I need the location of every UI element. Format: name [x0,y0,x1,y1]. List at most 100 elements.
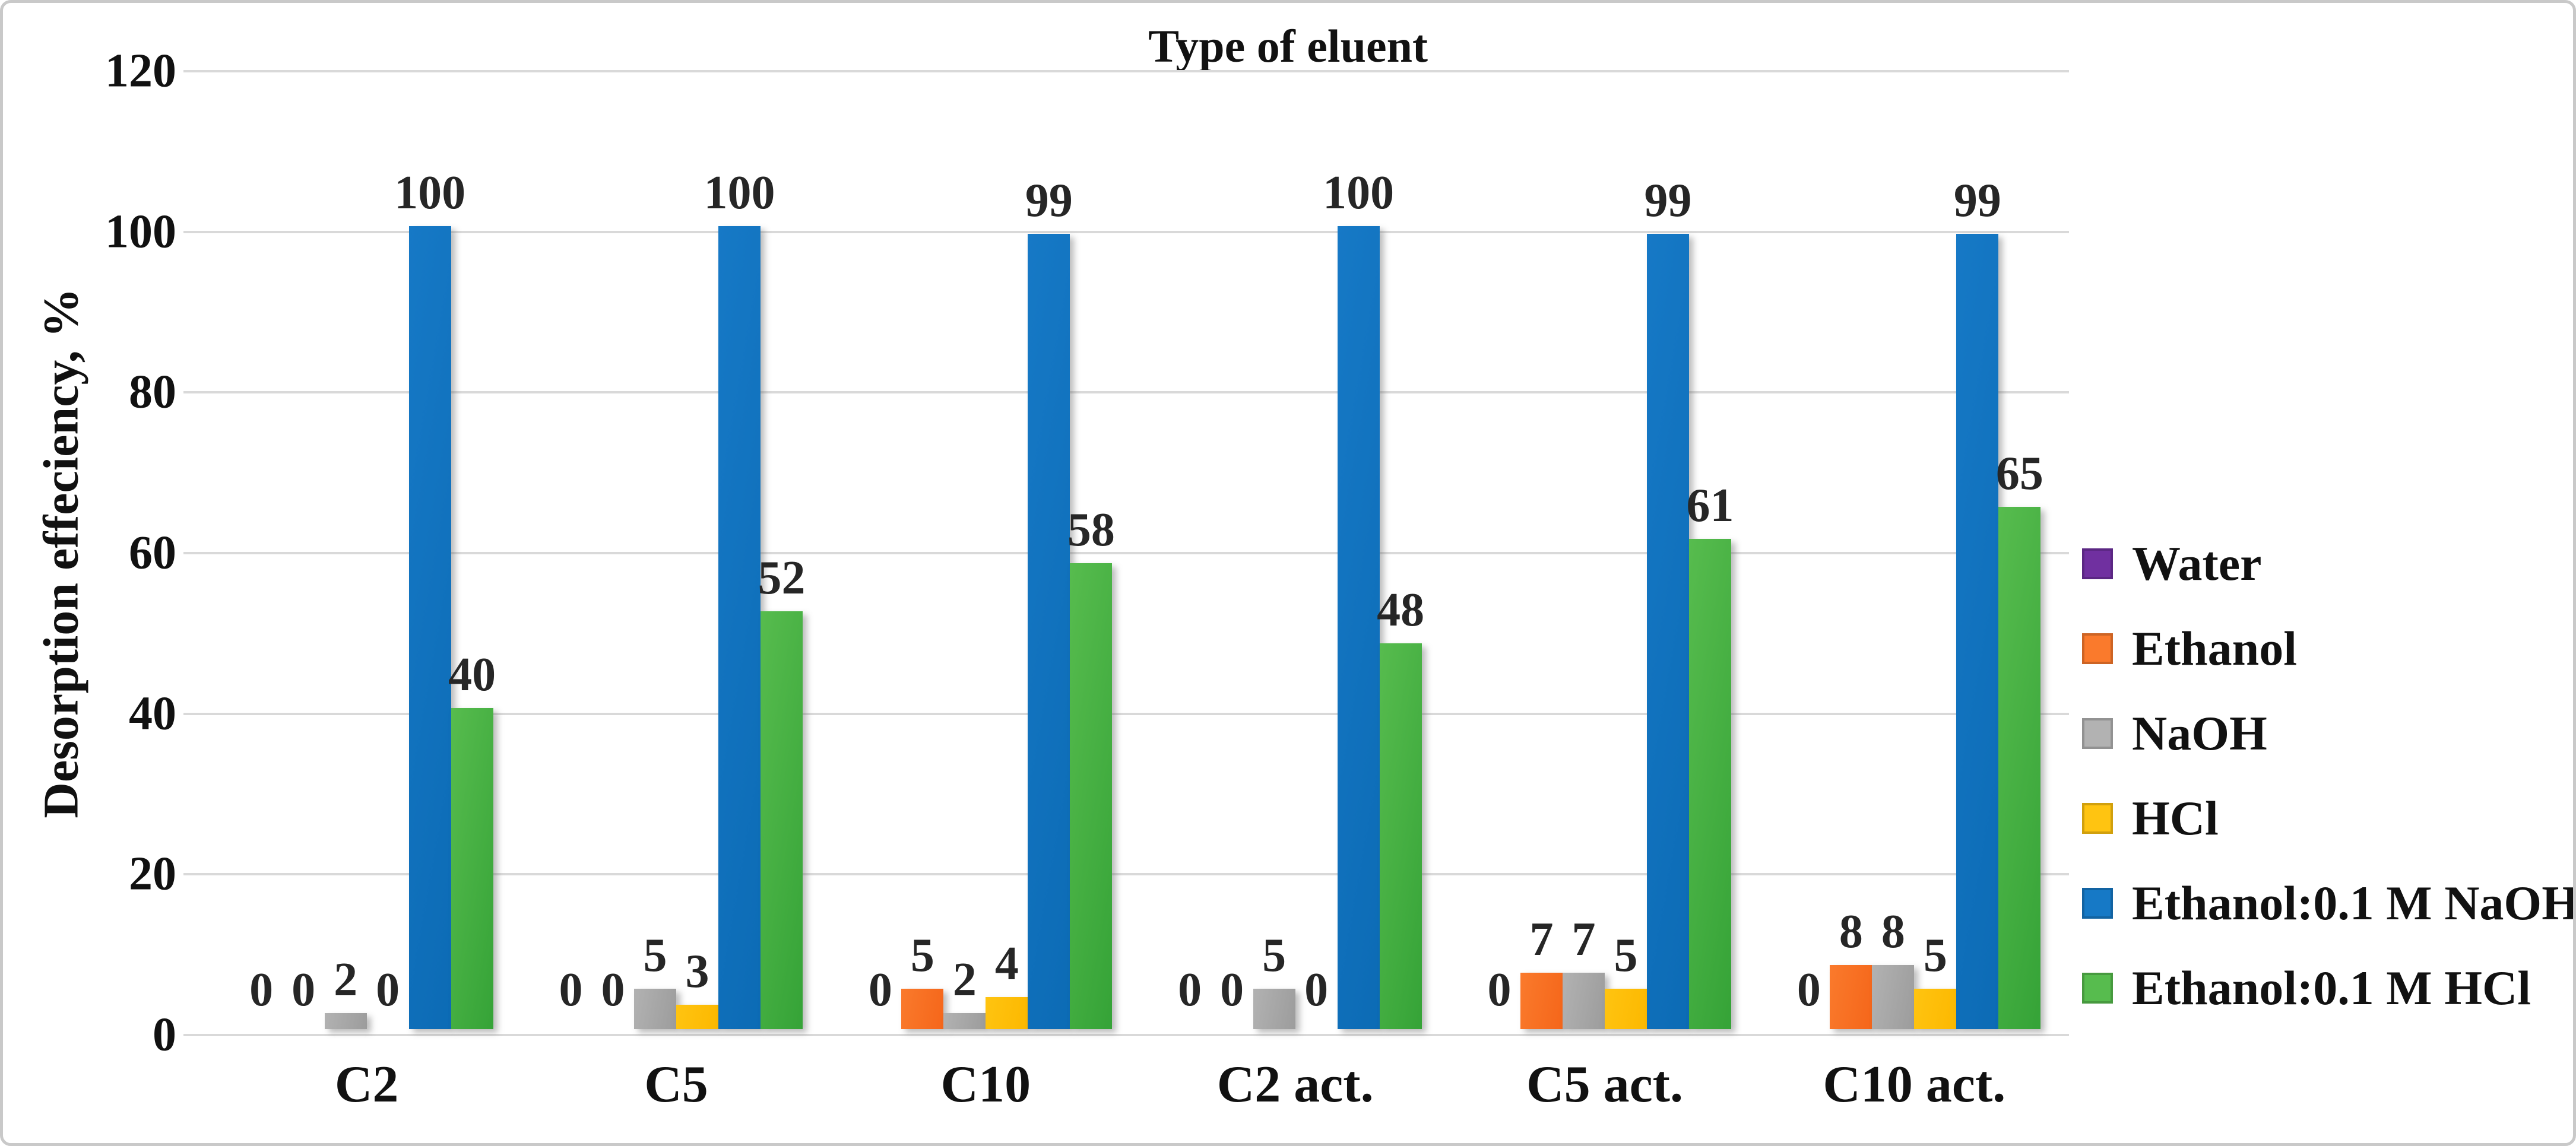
bar-slot-C2-Ethanol: 0 [283,65,325,1029]
bar-value-label: 40 [448,648,496,701]
bar [718,226,761,1029]
bar-value-label: 0 [1304,964,1329,1016]
bar-slot-C10 act.-NaOH: 8 [1872,65,1915,1029]
bar-value-label: 2 [334,953,358,1006]
bar [1956,234,1999,1029]
bar-slot-C2 act.-Ethanol: 0 [1211,65,1253,1029]
bar [986,996,1028,1029]
bar-value-label: 58 [1067,504,1115,557]
y-tick-label: 60 [129,526,176,579]
legend-label: Ethanol [2132,621,2297,675]
bar-slot-C10 act.-Water: 0 [1788,65,1830,1029]
bar-slot-C5-NaOH: 5 [634,65,676,1029]
bar-slot-C5 act.-Ethanol:0.1 M NaOH: 99 [1644,65,1692,1029]
bar-value-label: 99 [1644,174,1692,227]
bar-slot-C10 act.-HCl: 5 [1914,65,1957,1029]
category-label-C5 act.: C5 act. [1526,1056,1683,1113]
bar-value-label: 8 [1881,905,1905,958]
bar [1998,507,2041,1029]
y-tick-label: 80 [129,366,176,418]
y-tick-label: 0 [153,1008,176,1061]
bar [451,707,493,1029]
y-tick-mark [183,391,212,394]
bar-slot-C2 act.-HCl: 0 [1295,65,1338,1029]
bar-value-label: 4 [994,937,1019,990]
legend-item-Water: Water [2082,539,2262,588]
category-label-C2: C2 [334,1056,399,1113]
bar-value-label: 65 [1995,447,2043,500]
bar-value-label: 0 [249,964,274,1016]
category-label-C5: C5 [644,1056,708,1113]
bar [1028,234,1070,1029]
bar-slot-C5 act.-Ethanol:0.1 M HCl: 61 [1686,65,1734,1029]
bar-slot-C5 act.-Ethanol: 7 [1520,65,1563,1029]
bar [1253,989,1295,1029]
bar [1379,643,1422,1029]
bar-value-label: 8 [1839,905,1863,958]
y-tick-label: 100 [105,205,176,258]
bar-slot-C5-HCl: 3 [676,65,718,1029]
legend-swatch [2082,803,2113,834]
bar-slot-C5 act.-Water: 0 [1478,65,1520,1029]
y-tick-label: 120 [105,45,176,97]
bar [761,611,803,1029]
gridline-120 [212,70,2069,72]
bar [1337,226,1380,1029]
legend-item-Ethanol: Ethanol [2082,624,2297,673]
bar [1605,989,1647,1029]
bar-value-label: 99 [1953,174,2001,227]
bar-value-label: 7 [1571,913,1596,966]
bar-slot-C10 act.-Ethanol: 8 [1830,65,1872,1029]
legend-label: HCl [2132,791,2219,845]
legend-swatch [2082,633,2113,664]
bar-value-label: 61 [1686,480,1734,532]
bar-slot-C10-HCl: 4 [986,65,1028,1029]
legend-swatch [2082,888,2113,919]
y-tick-mark [183,230,212,233]
legend-swatch [2082,548,2113,579]
bar-value-label: 0 [1796,964,1821,1016]
bar-slot-C5-Water: 0 [550,65,592,1029]
bar-slot-C2 act.-NaOH: 5 [1253,65,1295,1029]
bar-value-label: 2 [952,953,977,1006]
bar-slot-C2 act.-Water: 0 [1169,65,1211,1029]
bar-value-label: 0 [601,964,625,1016]
bar-value-label: 0 [1178,964,1202,1016]
chart-title: Type of eluent [1148,20,1428,72]
bar-slot-C5 act.-HCl: 5 [1605,65,1647,1029]
bar-slot-C5-Ethanol:0.1 M HCl: 52 [758,65,806,1029]
gridline-20 [212,873,2069,876]
bar-value-label: 100 [394,166,466,219]
bar-slot-C2-Ethanol:0.1 M NaOH: 100 [394,65,465,1029]
bar-value-label: 52 [758,552,806,605]
y-tick-mark [183,552,212,554]
bar [901,989,944,1029]
bar [1647,234,1689,1029]
bar [943,1012,986,1029]
bar [1914,989,1957,1029]
bar-slot-C2-HCl: 0 [367,65,409,1029]
category-label-C2 act.: C2 act. [1216,1056,1374,1113]
legend-swatch [2082,973,2113,1004]
bar-slot-C2-Ethanol:0.1 M HCl: 40 [448,65,496,1029]
bar-slot-C2 act.-Ethanol:0.1 M HCl: 48 [1377,65,1424,1029]
bar [324,1012,367,1029]
bar-slot-C10-NaOH: 2 [943,65,986,1029]
bar-value-label: 5 [1923,929,1947,982]
legend-label: Ethanol:0.1 M HCl [2132,961,2531,1015]
bar [1689,539,1731,1029]
bar-value-label: 0 [868,964,892,1016]
bar-slot-C5-Ethanol:0.1 M NaOH: 100 [704,65,775,1029]
bar-slot-C5-Ethanol: 0 [592,65,634,1029]
bar-value-label: 0 [291,964,316,1016]
legend-item-Ethanol:0.1 M NaOH: Ethanol:0.1 M NaOH [2082,879,2573,928]
legend-label: Water [2132,537,2262,591]
bar-value-label: 0 [376,964,400,1016]
y-tick-mark [183,712,212,715]
bar-value-label: 0 [559,964,583,1016]
y-tick-mark [183,873,212,876]
bar-value-label: 3 [685,945,709,998]
category-label-C10: C10 [940,1056,1031,1113]
bar-value-label: 5 [643,929,667,982]
